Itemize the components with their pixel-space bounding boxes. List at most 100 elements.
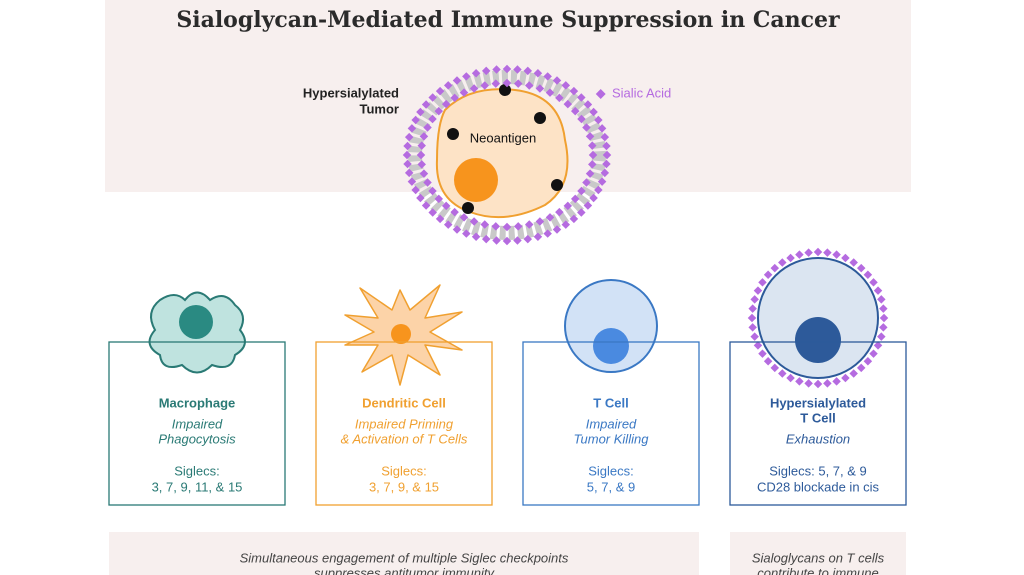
sialic-acid xyxy=(856,263,866,273)
sialic-acid xyxy=(750,332,759,341)
sialic-acid xyxy=(763,356,773,366)
sialic-acid xyxy=(750,295,759,304)
glycocalyx xyxy=(408,70,606,240)
sialic-acid xyxy=(873,341,883,350)
tumor-cell xyxy=(435,88,569,219)
card-name: Dendritic Cell xyxy=(362,395,446,410)
sialic-acid xyxy=(758,349,767,358)
sialic-acid xyxy=(403,141,412,151)
sialic-acid xyxy=(856,363,866,373)
sialic-acid xyxy=(753,286,763,295)
hyper-t-cell-nucleus xyxy=(795,317,841,363)
sialic-acid xyxy=(863,270,873,280)
neoantigen-dot xyxy=(447,128,459,140)
sialic-acid xyxy=(877,332,886,341)
card-siglecs: Siglecs: xyxy=(174,463,220,478)
sialic-acid xyxy=(404,132,414,142)
neoantigen-dot xyxy=(462,202,474,214)
sialic-acid xyxy=(778,258,787,267)
tumor xyxy=(402,64,612,246)
card-siglecs: Siglecs: xyxy=(381,463,427,478)
sialic-acid xyxy=(869,349,878,358)
card-name: Hypersialylated xyxy=(770,395,866,410)
card-effect: Impaired Priming xyxy=(355,416,454,431)
sialic-acid xyxy=(778,369,787,378)
sialic-acid xyxy=(832,377,841,386)
sialic-acid xyxy=(421,201,431,210)
sialic-acid xyxy=(459,213,469,222)
note-text: Sialoglycans on T cells xyxy=(752,550,885,565)
card-siglecs: 3, 7, 9, 11, & 15 xyxy=(152,479,243,494)
sialic-acid xyxy=(492,236,501,245)
card xyxy=(729,341,907,506)
card xyxy=(315,341,493,506)
sialic-acid xyxy=(481,66,491,76)
sialic-acid xyxy=(423,178,432,187)
sialic-acid xyxy=(423,123,432,132)
sialic-acid xyxy=(462,72,471,81)
sialic-acid xyxy=(419,132,429,141)
tumor-label: Tumor xyxy=(360,101,399,116)
sialic-acid xyxy=(452,76,462,85)
sialic-acid xyxy=(869,278,878,287)
sialic-acid xyxy=(471,232,481,242)
sialic-acid xyxy=(795,250,804,259)
sialic-acid xyxy=(450,207,459,217)
sialic-acid xyxy=(747,313,757,323)
note-panel xyxy=(730,532,906,575)
sialic-acid xyxy=(416,107,425,117)
cards: MacrophageImpairedPhagocytosisSiglecs:3,… xyxy=(108,341,907,506)
sialic-acid xyxy=(481,234,491,244)
card xyxy=(108,341,286,506)
card-siglecs: CD28 blockade in cis xyxy=(757,479,880,494)
tumor-nucleus xyxy=(454,158,498,202)
sialic-acid xyxy=(428,186,437,196)
sialic-acid xyxy=(786,253,795,263)
sialic-acid xyxy=(832,250,841,259)
sialic-acid xyxy=(434,194,444,204)
neoantigen-label: Neoantigen xyxy=(470,130,537,145)
sialic-acid xyxy=(502,236,512,246)
macrophage-icon xyxy=(148,291,246,374)
sialic-acid xyxy=(452,225,462,234)
card-effect: & Activation of T Cells xyxy=(341,431,468,446)
sialic-acid xyxy=(407,177,417,186)
sialic-acid xyxy=(428,93,437,102)
sialic-acid xyxy=(462,229,471,238)
card-effect: Exhaustion xyxy=(786,431,850,446)
sialic-acid xyxy=(469,84,479,93)
sialic-acid xyxy=(469,217,479,226)
sialic-acid xyxy=(502,222,512,232)
sialic-acid xyxy=(443,220,453,229)
sialic-acid xyxy=(823,379,832,388)
sialic-acid xyxy=(435,86,445,96)
card-effect: Impaired xyxy=(172,416,223,431)
sialic-acid xyxy=(434,106,444,116)
sialic-acid xyxy=(459,88,469,97)
sialic-acid xyxy=(471,68,481,78)
sialic-acid xyxy=(873,286,883,295)
sialic-acid xyxy=(748,323,757,332)
sialic-acid xyxy=(753,341,763,350)
sialic-acid xyxy=(428,114,437,124)
t-cell-icon xyxy=(564,279,658,373)
sialic-acid xyxy=(417,141,426,150)
sialic-acid xyxy=(491,222,501,231)
sialic-acid xyxy=(823,248,832,257)
sialic-acid xyxy=(786,373,795,383)
sialic-acid xyxy=(441,201,451,211)
macrophage-nucleus xyxy=(179,305,213,339)
neoantigen-dot xyxy=(551,179,563,191)
sialic-acid xyxy=(804,379,813,388)
hyper-t-cell-icon xyxy=(747,247,889,389)
sialic-acid xyxy=(411,115,420,125)
sialic-acid xyxy=(411,185,420,195)
sialic-acid xyxy=(877,295,886,304)
sialic-acid xyxy=(417,160,426,169)
sialic-acid xyxy=(770,363,780,373)
sialic-acid xyxy=(480,220,489,229)
card-siglecs: 5, 7, & 9 xyxy=(587,479,635,494)
sialic-acid xyxy=(443,81,453,90)
sialic-acid xyxy=(502,78,512,88)
note-text: contribute to immune xyxy=(757,565,878,575)
